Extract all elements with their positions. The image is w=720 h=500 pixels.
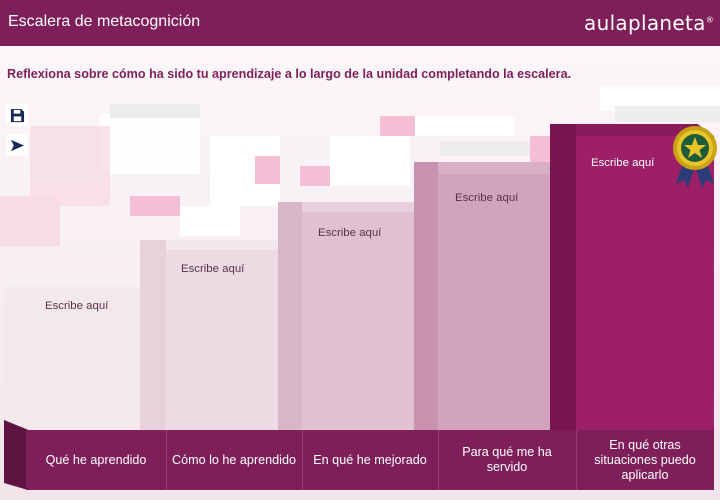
page-title: Escalera de metacognición <box>8 13 201 30</box>
send-button[interactable] <box>6 134 28 156</box>
base-divider <box>302 430 303 490</box>
brand-logo: aulaplaneta® <box>584 11 714 35</box>
step-1-label: Qué he aprendido <box>45 452 147 467</box>
base-divider <box>438 430 439 490</box>
save-icon <box>10 108 24 122</box>
instruction-text: Reflexiona sobre cómo ha sido tu aprendi… <box>7 67 572 81</box>
save-button[interactable] <box>6 104 28 126</box>
step-2-input[interactable]: Escribe aquí <box>181 263 245 275</box>
send-icon <box>10 139 24 151</box>
star-medal-icon <box>673 126 717 188</box>
step-1-input[interactable]: Escribe aquí <box>45 300 109 312</box>
base-divider <box>166 430 167 490</box>
base-side <box>4 420 28 490</box>
base-divider <box>576 430 577 490</box>
step-2-label: Cómo lo he aprendido <box>172 452 296 467</box>
step-5-label: En qué otras situaciones puedo aplicarlo <box>594 437 696 482</box>
step-3-input[interactable]: Escribe aquí <box>318 227 382 239</box>
step-3-label: En qué he mejorado <box>313 452 427 467</box>
app-header: Escalera de metacognición aulaplaneta® <box>0 0 720 46</box>
step-5-input[interactable]: Escribe aquí <box>591 157 655 169</box>
stairs-base <box>26 430 714 490</box>
step-4-label: Para qué me ha servido <box>462 445 552 474</box>
step-4-input[interactable]: Escribe aquí <box>455 192 519 204</box>
